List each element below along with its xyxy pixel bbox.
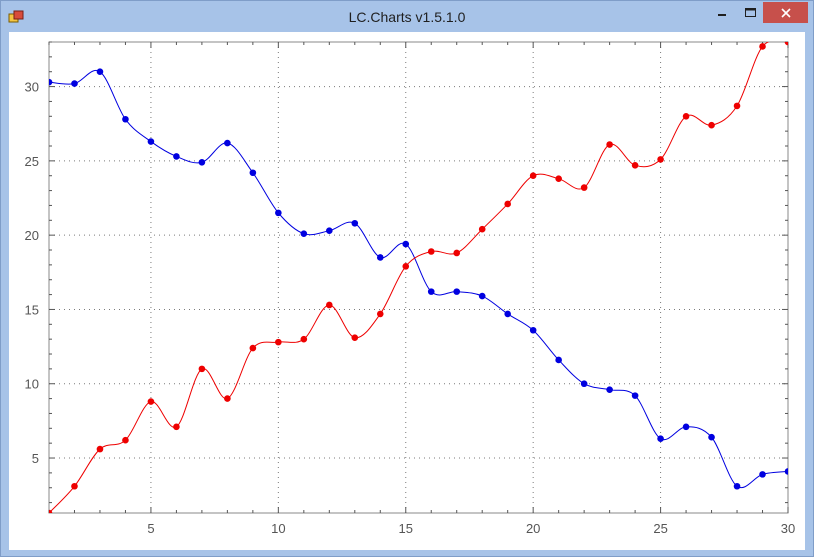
y-tick-label: 25 [25,154,39,169]
series-1-point [427,288,435,295]
series-1-point [606,386,613,393]
y-tick-label: 5 [32,451,39,466]
series-1-point [122,115,129,123]
series-2-point [708,121,715,129]
x-tick-label: 5 [147,521,154,536]
series-2-point [504,200,511,208]
y-tick-label: 20 [25,228,39,243]
minimize-button[interactable] [707,2,737,23]
series-group [49,42,788,513]
series-2-point [402,263,410,270]
series-2-point [249,344,257,352]
series-2-point [49,509,53,513]
series-1-point [682,423,690,431]
series-1-point [198,159,206,166]
series-2-point [71,482,78,490]
series-2-point [147,398,155,405]
y-tick-label: 10 [25,377,39,392]
x-tick-label: 10 [271,521,285,536]
series-1-point [504,310,511,318]
series-2-point [631,162,639,169]
series-2-point [682,112,690,120]
series-1-point [555,356,562,364]
series-2-point [759,43,766,50]
series-1-point [376,254,384,261]
series-1-point [580,380,588,388]
series-1-point [49,78,53,86]
series-2-point [275,338,282,346]
plot-frame [48,41,789,514]
series-2-point [351,334,359,341]
minimize-icon [718,13,726,16]
series-2-point [580,184,588,191]
series-2-point [657,156,664,163]
series-2-point [427,248,435,255]
series-1-point [351,219,359,227]
series-1-point [784,468,788,475]
series-2-point [376,310,384,318]
x-tick-label: 30 [781,521,795,536]
series-2-point [198,365,206,373]
grid-lines [49,42,789,513]
x-tick-label: 25 [653,521,667,536]
close-button[interactable] [763,2,808,23]
series-1-point [147,138,155,145]
series-2-point [300,335,308,343]
series-2-point [224,395,231,402]
y-tick-label: 30 [25,80,39,95]
series-2-point [784,42,788,46]
series-1-point [224,139,231,147]
axes: 5 10 15 20 25 30 5 10 15 20 25 30 [25,41,795,536]
y-tick-label: 15 [25,302,39,317]
chart-panel: 5 10 15 20 25 30 5 10 15 20 25 30 [9,32,805,550]
series-1-point [657,435,664,443]
line-chart: 5 10 15 20 25 30 5 10 15 20 25 30 [25,41,795,536]
x-tick-label: 20 [526,521,540,536]
series-2-point [96,445,104,453]
series-2-point [478,225,486,233]
series-1-point [759,471,766,478]
series-2-point [122,436,129,444]
series-1-point [173,153,180,160]
series-1-point [453,288,461,295]
series-2-point [529,172,537,180]
maximize-icon [744,7,756,17]
series-2-line [49,42,788,513]
series-1-point [71,80,78,87]
window-title: LC.Charts v1.5.1.0 [348,9,466,25]
series-1-point [478,292,486,300]
series-1-point [326,227,333,234]
x-tick-label: 15 [399,521,413,536]
series-1-point [733,482,741,490]
series-2-point [555,175,562,182]
series-1-line [49,69,788,489]
series-2-point [606,141,613,148]
close-icon [780,7,791,18]
title-bar[interactable]: LC.Charts v1.5.1.0 [1,1,813,32]
app-icon [8,10,24,23]
series-1-point [300,230,308,237]
series-1-point [529,326,537,334]
series-1-point [631,392,639,399]
series-2-point [453,249,461,257]
series-2-point [733,102,741,110]
series-2-point [326,301,333,309]
series-1-point [402,240,410,248]
maximize-button[interactable] [737,2,763,23]
series-1-point [96,68,104,76]
series-1-point [275,209,282,217]
series-1-point [708,433,715,441]
series-2-point [173,423,180,431]
series-1-point [249,169,257,177]
